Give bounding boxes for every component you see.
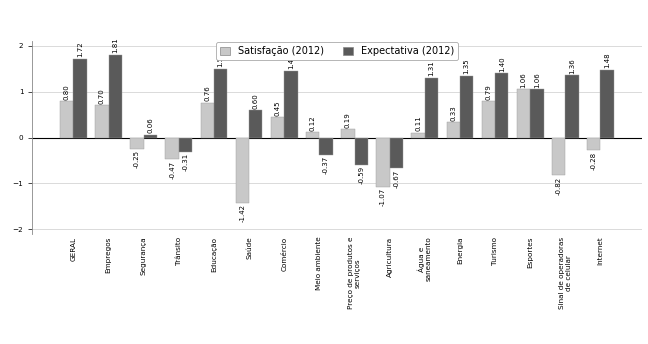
Bar (306, 132, 319, 138)
Bar (495, 73, 509, 138)
Text: 1.36: 1.36 (569, 58, 575, 74)
Bar (179, 138, 192, 152)
Text: 0.33: 0.33 (450, 105, 456, 121)
Text: 1.72: 1.72 (77, 42, 83, 57)
Bar (425, 77, 438, 138)
Bar (460, 76, 473, 138)
Bar (214, 69, 227, 138)
Text: 0.45: 0.45 (275, 100, 281, 116)
Bar (517, 89, 530, 138)
Bar (130, 138, 144, 149)
Bar (73, 59, 87, 138)
Bar (587, 138, 601, 150)
Bar (552, 138, 565, 175)
Text: -1.42: -1.42 (240, 204, 246, 222)
Text: 1.50: 1.50 (218, 52, 224, 67)
Legend: Satisfação (2012), Expectativa (2012): Satisfação (2012), Expectativa (2012) (216, 42, 457, 60)
Text: 1.46: 1.46 (288, 54, 294, 69)
Text: 1.81: 1.81 (112, 37, 118, 53)
Text: 0.12: 0.12 (310, 115, 316, 131)
Bar (601, 70, 614, 138)
Bar (565, 75, 579, 138)
Bar (165, 138, 179, 159)
Bar (481, 101, 495, 138)
Text: 0.70: 0.70 (99, 88, 105, 104)
Text: 1.35: 1.35 (463, 59, 470, 74)
Text: 1.06: 1.06 (534, 72, 540, 88)
Bar (446, 122, 460, 138)
Bar (389, 138, 403, 168)
Text: -0.37: -0.37 (323, 156, 329, 174)
Bar (284, 71, 297, 138)
Bar (249, 110, 262, 138)
Bar (271, 117, 284, 138)
Text: 0.06: 0.06 (147, 118, 154, 133)
Text: 1.31: 1.31 (428, 61, 434, 76)
Bar (411, 132, 425, 138)
Text: -0.59: -0.59 (358, 166, 364, 184)
Bar (319, 138, 332, 154)
Text: 1.40: 1.40 (499, 56, 505, 72)
Bar (144, 135, 157, 138)
Text: 0.60: 0.60 (253, 93, 259, 109)
Bar (60, 101, 73, 138)
Text: -0.28: -0.28 (591, 152, 597, 170)
Text: 1.06: 1.06 (520, 72, 527, 88)
Bar (236, 138, 249, 203)
Text: 0.79: 0.79 (485, 84, 491, 100)
Text: -0.25: -0.25 (134, 150, 140, 169)
Bar (530, 89, 544, 138)
Text: -0.47: -0.47 (169, 161, 175, 179)
Bar (201, 103, 214, 138)
Text: -0.82: -0.82 (556, 176, 562, 195)
Text: 0.11: 0.11 (415, 116, 421, 131)
Text: 0.80: 0.80 (64, 84, 70, 99)
Bar (341, 129, 354, 138)
Text: 1.48: 1.48 (604, 53, 610, 68)
Text: -1.07: -1.07 (380, 188, 386, 206)
Text: 0.19: 0.19 (345, 112, 351, 128)
Text: 0.76: 0.76 (204, 86, 211, 101)
Bar (95, 106, 109, 138)
Bar (376, 138, 389, 187)
Text: -0.67: -0.67 (393, 170, 399, 188)
Text: -0.31: -0.31 (183, 153, 189, 171)
Bar (354, 138, 368, 165)
Bar (109, 55, 122, 138)
